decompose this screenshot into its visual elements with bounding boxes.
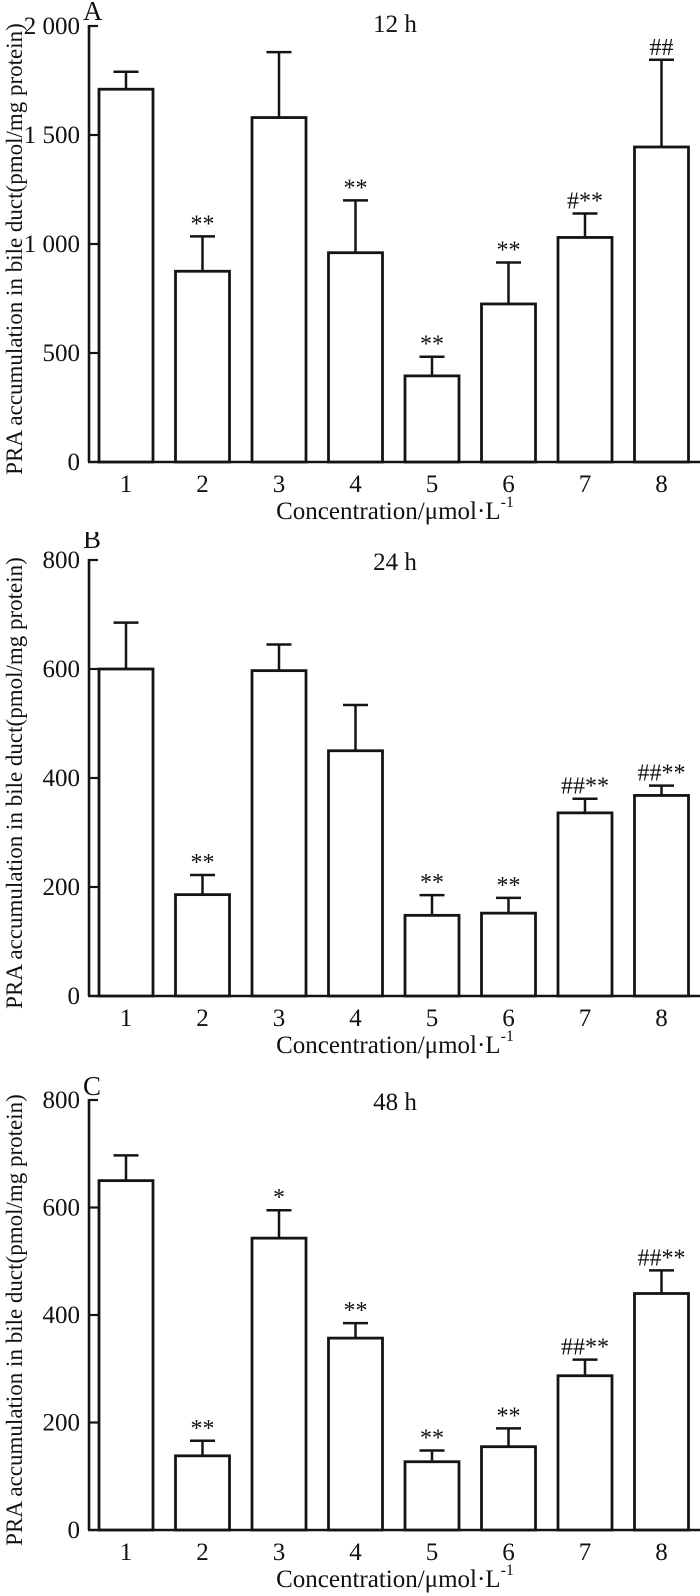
x-tick-label: 2 bbox=[196, 471, 209, 498]
y-tick-label: 800 bbox=[43, 1087, 81, 1114]
y-tick-label: 2 000 bbox=[24, 13, 80, 40]
y-tick-label: 0 bbox=[68, 1517, 81, 1544]
significance-label: ** bbox=[497, 1403, 521, 1429]
panel-title: 12 h bbox=[373, 11, 417, 38]
x-axis-title: Concentration/μmol·L-1 bbox=[276, 494, 514, 525]
x-tick-label: 8 bbox=[655, 471, 668, 498]
significance-label: ** bbox=[191, 1416, 215, 1442]
x-tick-label: 2 bbox=[196, 1539, 209, 1566]
x-tick-label: 7 bbox=[579, 471, 592, 498]
y-tick-label: 0 bbox=[68, 449, 81, 476]
significance-label: ##** bbox=[561, 1335, 609, 1361]
x-tick-label: 2 bbox=[196, 1005, 209, 1032]
y-tick-label: 200 bbox=[43, 874, 81, 901]
bar bbox=[403, 374, 461, 464]
y-axis-title: PRA accumulation in bile duct(pmol/mg pr… bbox=[2, 23, 27, 475]
bar bbox=[327, 1336, 384, 1532]
bar bbox=[480, 1445, 537, 1532]
x-tick-label: 8 bbox=[655, 1005, 668, 1032]
significance-label: ## bbox=[650, 35, 674, 61]
bar bbox=[633, 1292, 690, 1532]
significance-label: * bbox=[273, 1185, 285, 1211]
x-tick-label: 5 bbox=[426, 1005, 439, 1032]
bar bbox=[403, 1460, 461, 1532]
significance-label: ** bbox=[344, 1298, 368, 1324]
x-tick-label: 7 bbox=[579, 1005, 592, 1032]
significance-label: ** bbox=[191, 850, 215, 876]
bar bbox=[97, 667, 155, 998]
significance-label: ** bbox=[497, 873, 521, 899]
y-tick-label: 600 bbox=[43, 656, 81, 683]
x-tick-label: 1 bbox=[120, 471, 133, 498]
significance-label: ** bbox=[344, 175, 368, 201]
bar bbox=[556, 811, 614, 998]
bar bbox=[480, 302, 537, 464]
panel-c-chart: 0 200 400 600 800 1 ** 2 * 3 ** 4 ** 5 ** 6 ##** 7 ##** 8 Co… bbox=[2, 1071, 700, 1593]
significance-label: ##** bbox=[561, 774, 609, 800]
y-tick-label: 400 bbox=[43, 1302, 81, 1329]
bar bbox=[403, 913, 461, 998]
bar bbox=[97, 87, 155, 464]
x-tick-label: 5 bbox=[426, 1539, 439, 1566]
x-axis-title: Concentration/μmol·L-1 bbox=[276, 1028, 514, 1059]
y-axis-title: PRA accumulation in bile duct(pmol/mg pr… bbox=[2, 1094, 27, 1546]
significance-label: ##** bbox=[638, 1245, 686, 1271]
significance-label: ##** bbox=[638, 761, 686, 787]
y-tick-label: 200 bbox=[43, 1410, 81, 1437]
bar bbox=[327, 749, 384, 998]
bar bbox=[250, 669, 308, 998]
y-tick-label: 1 500 bbox=[24, 122, 80, 149]
x-tick-label: 4 bbox=[349, 1005, 362, 1032]
y-tick-label: 500 bbox=[43, 340, 81, 367]
y-tick-label: 1 000 bbox=[24, 231, 80, 258]
x-tick-label: 6 bbox=[502, 1005, 515, 1032]
bar bbox=[174, 1454, 231, 1532]
significance-label: ** bbox=[420, 870, 444, 896]
bar bbox=[250, 116, 308, 464]
bar bbox=[633, 794, 690, 998]
y-axis-title: PRA accumulation in bile duct(pmol/mg pr… bbox=[2, 557, 27, 1009]
bar bbox=[480, 911, 537, 998]
panel-title: 48 h bbox=[373, 1089, 417, 1116]
bar bbox=[633, 145, 690, 464]
x-tick-label: 4 bbox=[349, 471, 362, 498]
bar bbox=[174, 269, 231, 464]
bar bbox=[556, 236, 614, 464]
panel-b-chart: 0 200 400 600 800 1 ** 2 3 4 ** 5 ** 6 ##** 7 ##** 8 Conce… bbox=[2, 532, 700, 1059]
bar bbox=[97, 1179, 155, 1532]
panel-label: B bbox=[83, 532, 101, 554]
y-tick-label: 600 bbox=[43, 1195, 81, 1222]
x-tick-label: 1 bbox=[120, 1005, 133, 1032]
x-tick-label: 7 bbox=[579, 1539, 592, 1566]
bar bbox=[174, 893, 231, 998]
y-tick-label: 400 bbox=[43, 765, 81, 792]
panel-label: C bbox=[83, 1071, 101, 1101]
bar bbox=[250, 1236, 308, 1532]
y-tick-label: 0 bbox=[68, 983, 81, 1010]
x-axis-title: Concentration/μmol·L-1 bbox=[276, 1562, 514, 1593]
panel-title: 24 h bbox=[373, 549, 417, 576]
x-tick-label: 5 bbox=[426, 471, 439, 498]
x-tick-label: 1 bbox=[120, 1539, 133, 1566]
y-tick-label: 800 bbox=[43, 547, 81, 574]
significance-label: ** bbox=[191, 211, 215, 237]
panel-label: A bbox=[83, 0, 103, 26]
significance-label: #** bbox=[567, 188, 603, 214]
significance-label: ** bbox=[420, 1425, 444, 1451]
x-tick-label: 6 bbox=[502, 1539, 515, 1566]
significance-label: ** bbox=[420, 332, 444, 358]
x-tick-label: 3 bbox=[273, 1539, 286, 1566]
x-tick-label: 6 bbox=[502, 471, 515, 498]
significance-label: ** bbox=[497, 238, 521, 264]
bar bbox=[556, 1374, 614, 1532]
x-tick-label: 3 bbox=[273, 471, 286, 498]
x-tick-label: 3 bbox=[273, 1005, 286, 1032]
x-tick-label: 4 bbox=[349, 1539, 362, 1566]
bar bbox=[327, 251, 384, 464]
panel-a-chart: 0 500 1 000 1 500 2 000 1 ** 2 3 ** 4 ** 5 ** 6 #** 7 ## 8… bbox=[2, 0, 700, 525]
x-tick-label: 8 bbox=[655, 1539, 668, 1566]
